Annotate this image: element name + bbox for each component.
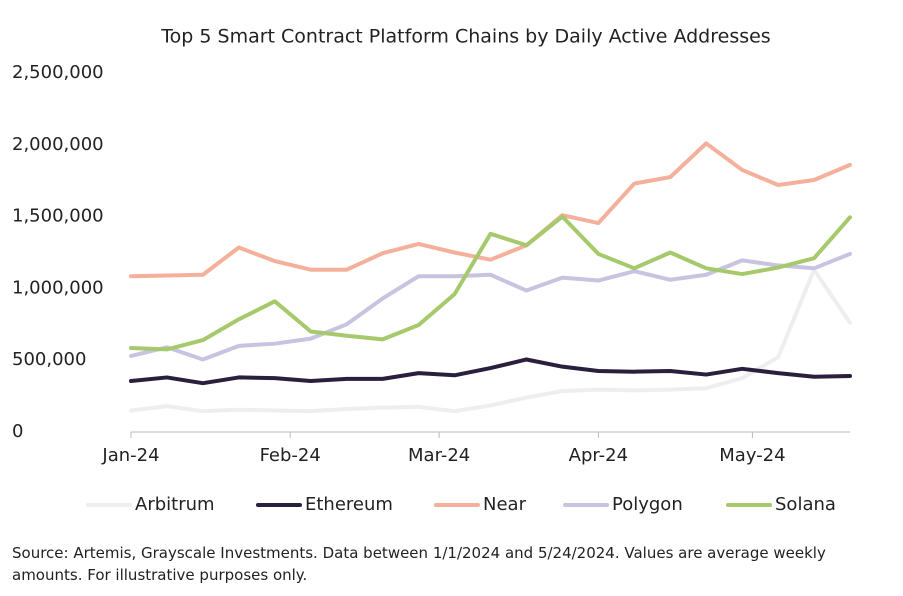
- y-tick-label: 1,500,000: [12, 206, 104, 227]
- x-tick-label: Mar-24: [408, 445, 470, 466]
- x-tick-label: Jan-24: [101, 445, 159, 466]
- legend-label: Polygon: [612, 494, 683, 515]
- y-tick-label: 2,500,000: [12, 62, 104, 83]
- legend-label: Solana: [775, 494, 836, 515]
- legend-label: Near: [483, 494, 527, 515]
- y-tick-label: 500,000: [12, 349, 86, 370]
- x-tick-label: Feb-24: [260, 445, 321, 466]
- series-line: [129, 357, 852, 386]
- y-tick-label: 2,000,000: [12, 134, 104, 155]
- y-tick-label: 0: [12, 421, 23, 442]
- legend-label: Arbitrum: [135, 494, 215, 515]
- x-tick-label: Apr-24: [569, 445, 628, 466]
- chart-title: Top 5 Smart Contract Platform Chains by …: [160, 26, 770, 48]
- y-tick-label: 1,000,000: [12, 277, 104, 298]
- x-tick-label: May-24: [719, 445, 785, 466]
- series-line: [129, 214, 852, 352]
- series-line: [129, 141, 852, 279]
- series-line: [129, 267, 852, 414]
- series-line: [129, 251, 852, 362]
- source-note: Source: Artemis, Grayscale Investments. …: [12, 544, 826, 584]
- legend-label: Ethereum: [305, 494, 393, 515]
- chart: Top 5 Smart Contract Platform Chains by …: [12, 26, 852, 515]
